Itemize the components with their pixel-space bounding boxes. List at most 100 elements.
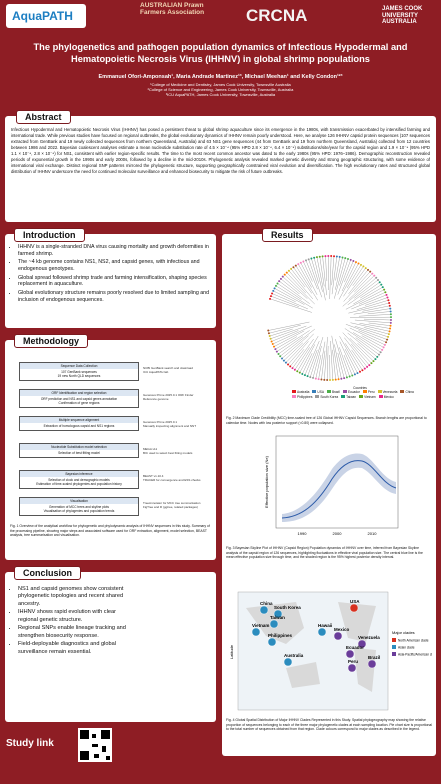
tip [383,343,386,346]
tree-branch [271,293,308,310]
tip [386,338,389,341]
methodology-box: Sequence Data Collection 107 GenBank sequ… [5,340,216,560]
tip [347,257,350,260]
bullet: The ~4 kb genome contains NS1, NS2, and … [18,259,212,273]
tip [361,369,364,372]
legend-label: South Korea [320,395,339,399]
tip [387,299,390,302]
tip [345,376,348,379]
step-title: Sequence Data Collection [20,363,138,369]
tree-branch [331,335,339,380]
tree-branch [295,265,318,301]
site-pie [367,659,377,669]
affiliation: ¹College of Medicine and Dentistry, Jame… [150,82,291,87]
site-pie [345,649,355,659]
tip [369,270,372,273]
bullet: Global spread followed shrimp trade and … [18,275,212,289]
tree-branch [343,271,371,302]
legend-label: Taiwan [346,395,357,399]
tree-branch [335,256,340,281]
tip [281,275,284,278]
swatch [400,390,405,393]
bullet: NS1 and capsid genomes show consistent p… [18,586,129,608]
workflow-step: Multiple sequence alignment Extraction of… [5,416,216,443]
section-heading: Conclusion [14,566,81,580]
tree-branch [269,298,312,313]
tree-branch [283,342,303,361]
tip [374,358,377,361]
tip [271,343,274,346]
swatch [362,390,367,393]
tree-branch [314,257,323,292]
figure-caption: Fig. 4 Global Spatial Distribution of Ma… [226,718,433,732]
tree-branch [347,282,380,305]
legend-label: Mexico [383,395,394,399]
step-note: Manually inspecting alignment and NNT [143,424,197,428]
step-item: Extraction of homologous capsid and NS1 … [43,424,115,428]
tip [278,280,281,283]
tip [267,332,270,335]
tree-branch [344,349,358,374]
tip [267,329,270,332]
skyline-plot: Effective population size (Ne) 1990 2000… [264,435,399,536]
tree-branch [339,347,350,377]
place-label: South Korea [274,605,301,610]
tip [359,263,362,266]
step-box: Nucleotide Substitution model selection S… [19,443,139,458]
tree-branch [269,328,293,337]
tip [327,255,330,258]
tip [321,255,324,258]
tip [357,262,360,265]
tip [373,274,376,277]
tree-branch [339,341,356,375]
site-pie [267,637,277,647]
tip [317,378,320,381]
tree-branch [358,330,387,343]
tree-branch [341,262,357,292]
tree-branch [362,305,390,312]
study-link[interactable]: Study link [6,738,54,749]
place-label: Philippines [268,633,293,638]
tree-branch [337,352,345,379]
tree-branch [287,341,309,365]
tip [289,365,292,368]
tip [275,350,278,353]
tip [381,286,384,289]
qr-code[interactable] [78,728,112,762]
site-pie [251,627,261,637]
tree-branch [337,259,351,295]
tip [269,297,272,300]
tip [389,327,392,330]
site-pie [317,627,327,637]
step-box: ORF Identification and region selection O… [19,389,139,408]
tree-branch [273,290,296,302]
tree-branch [342,332,372,364]
place-label: Hawaii [318,623,332,628]
tip [348,375,351,378]
swatch [378,395,383,398]
tree-branch [299,344,315,373]
tree-branch [339,258,349,286]
tip [352,259,355,262]
tree-branch [290,349,305,367]
tree-branch [353,308,391,315]
workflow-step: Visualisation Generation of MCC trees and… [5,497,216,524]
tip [375,276,378,279]
tip [385,341,388,344]
tip [388,304,391,307]
tree-branch [367,311,391,315]
tree-branch [326,345,329,380]
tree-branch [339,336,361,372]
tree-branch [304,340,320,376]
place-label: USA [350,599,360,604]
figure-caption: Fig. 2 Maximum Clade Credibility (MCC) t… [226,416,427,425]
x-tick-label: 2010 [368,531,378,536]
abstract-text: Infectious Hypodermal and Hematopoietic … [11,127,430,175]
tip [333,255,336,258]
tip [351,374,354,377]
tree-branch [274,288,305,305]
step-note: MEGA v11 [143,447,158,451]
tree-branch [316,257,326,301]
tree-branch [303,261,313,282]
bullet-list: NS1 and capsid genomes show consistent p… [9,586,129,657]
